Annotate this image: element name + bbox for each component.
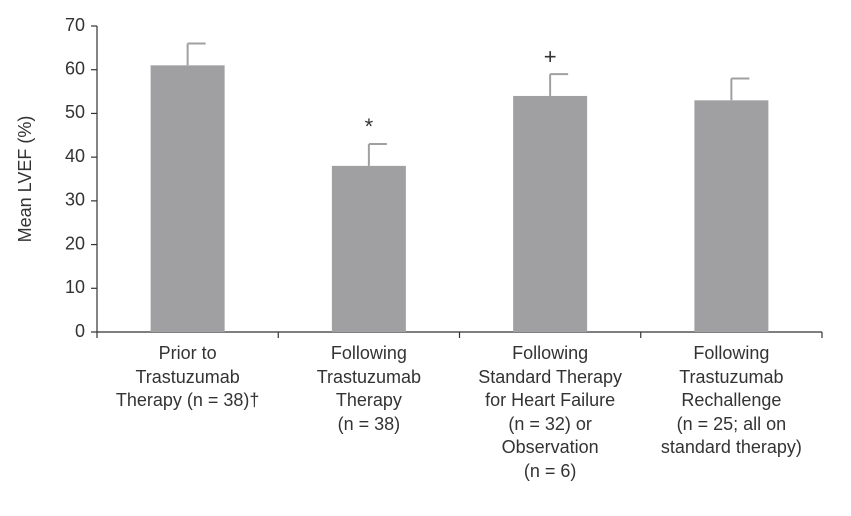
- x-tick-label: Following Standard Therapy for Heart Fai…: [478, 343, 622, 481]
- y-tick-label: 20: [65, 233, 85, 253]
- error-bar: [730, 77, 750, 101]
- bar: [694, 100, 769, 332]
- y-tick-label: 40: [65, 146, 85, 166]
- x-tick-label: Prior to Trastuzumab Therapy (n = 38)†: [115, 343, 260, 410]
- y-tick-label: 60: [65, 58, 85, 78]
- y-axis-label: Mean LVEF (%): [15, 116, 35, 243]
- bar: [513, 95, 588, 332]
- error-bar: [186, 42, 206, 66]
- y-tick-label: 30: [65, 190, 85, 210]
- y-tick-label: 0: [75, 321, 85, 341]
- error-bar: [549, 73, 569, 96]
- bar: [331, 165, 406, 332]
- y-tick-label: 50: [65, 102, 85, 122]
- annotation: *: [365, 114, 374, 139]
- y-tick-label: 70: [65, 15, 85, 35]
- x-tick-label: Following Trastuzumab Rechallenge (n = 2…: [660, 343, 802, 457]
- y-tick-label: 10: [65, 277, 85, 297]
- annotation: +: [544, 44, 557, 69]
- bar: [150, 65, 225, 332]
- x-tick-label: Following Trastuzumab Therapy (n = 38): [316, 343, 422, 434]
- error-bar: [367, 143, 387, 166]
